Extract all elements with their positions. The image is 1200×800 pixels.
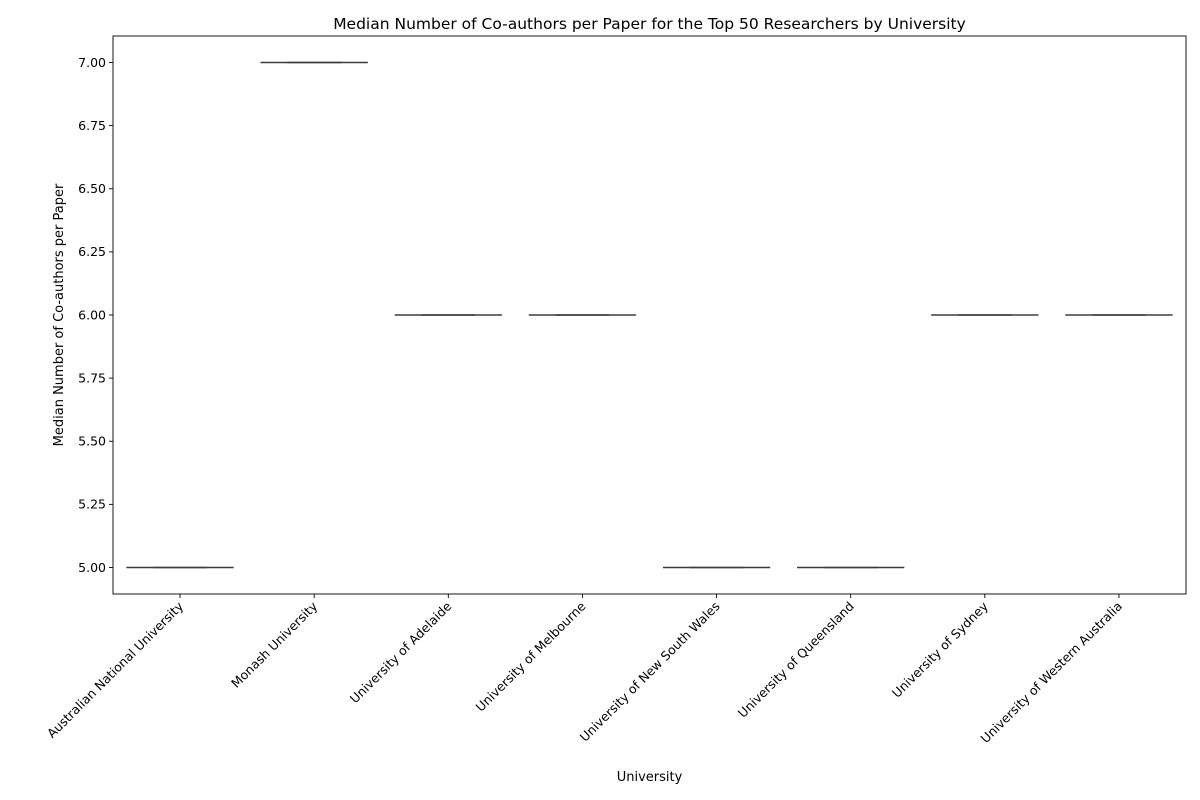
x-tick-label: University of New South Wales (577, 599, 723, 745)
x-tick-label: Monash University (228, 598, 321, 691)
y-axis-title: Median Number of Co-authors per Paper (52, 183, 67, 446)
x-axis-title: University (617, 770, 683, 785)
x-axis: Australian National University Monash Uni… (44, 594, 1125, 746)
y-tick-label: 7.00 (78, 55, 106, 70)
x-tick-label: University of Melbourne (473, 598, 589, 714)
plot-area (112, 35, 1187, 595)
y-tick-label: 5.75 (78, 370, 106, 385)
y-tick-label: 5.25 (78, 497, 106, 512)
y-tick-label: 5.50 (78, 434, 106, 449)
y-tick-label: 5.00 (78, 560, 106, 575)
y-tick-label: 6.75 (78, 118, 106, 133)
x-tick-label: University of Adelaide (347, 598, 455, 706)
x-tick-label: University of Sydney (889, 598, 991, 700)
x-tick-label: University of Queensland (735, 599, 857, 721)
chart-title: Median Number of Co-authors per Paper fo… (333, 15, 966, 33)
x-tick-label: University of Western Australia (978, 599, 1125, 746)
y-tick-label: 6.50 (78, 181, 106, 196)
x-tick-label: Australian National University (44, 598, 187, 741)
box-series (126, 61, 1173, 569)
y-tick-label: 6.25 (78, 244, 106, 259)
y-tick-label: 6.00 (78, 307, 106, 322)
y-axis: 5.00 5.25 5.50 5.75 6.00 6.25 6.50 6.75 7.00 (78, 55, 113, 575)
